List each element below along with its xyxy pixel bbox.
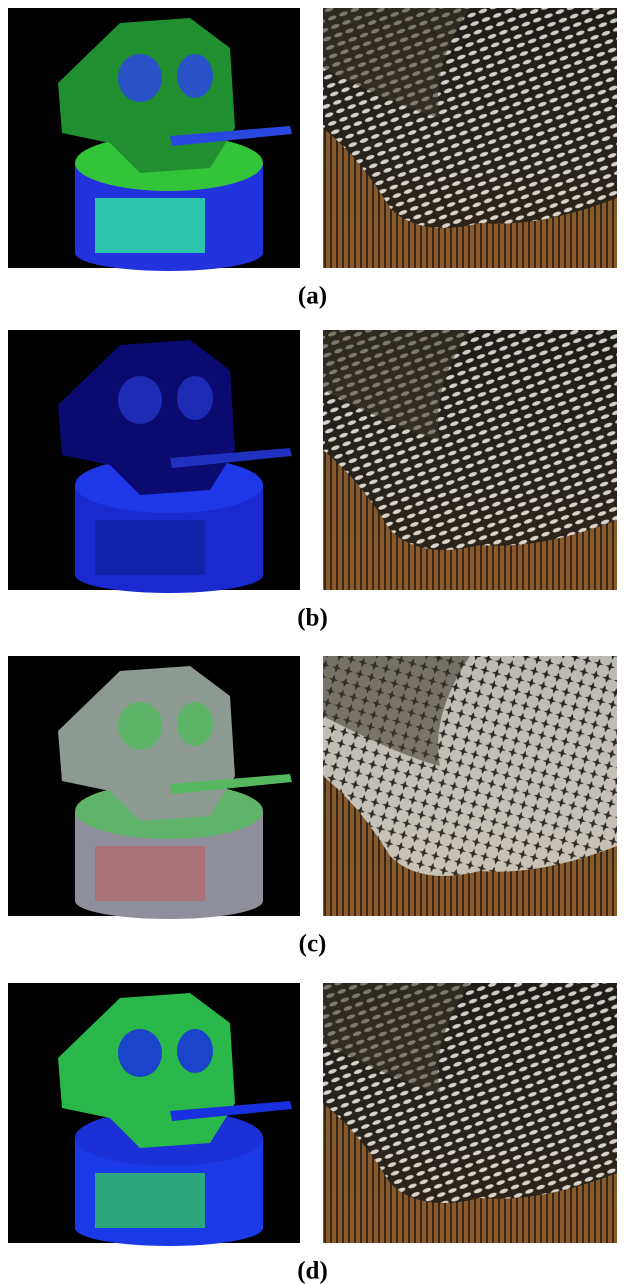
panel-label: (b) bbox=[297, 605, 328, 632]
eye bbox=[177, 1029, 213, 1073]
right-image-tint bbox=[323, 656, 617, 916]
page: (a)(b)(c)(d) (() => { const data = JSON.… bbox=[0, 0, 625, 1284]
figure-row: (d) bbox=[8, 983, 617, 1284]
cylinder-patch bbox=[95, 1173, 205, 1228]
figure-row: (c) bbox=[8, 656, 617, 958]
figure-row: (b) bbox=[8, 330, 617, 632]
panel-label: (a) bbox=[298, 283, 327, 310]
eye bbox=[118, 1029, 162, 1077]
panel-label: (c) bbox=[299, 931, 327, 958]
cylinder-patch bbox=[95, 198, 205, 253]
eye bbox=[118, 376, 162, 424]
right-image-tint bbox=[323, 8, 617, 268]
cylinder-patch bbox=[95, 846, 205, 901]
cylinder-patch bbox=[95, 520, 205, 575]
right-image-tint bbox=[323, 330, 617, 590]
eye bbox=[177, 702, 213, 746]
figure: (a) (b) (c) (d) bbox=[0, 0, 625, 1284]
eye bbox=[177, 376, 213, 420]
eye bbox=[177, 54, 213, 98]
right-image-tint bbox=[323, 983, 617, 1243]
figure-row: (a) bbox=[8, 8, 617, 310]
panel-label: (d) bbox=[297, 1258, 328, 1284]
eye bbox=[118, 54, 162, 102]
eye bbox=[118, 702, 162, 750]
